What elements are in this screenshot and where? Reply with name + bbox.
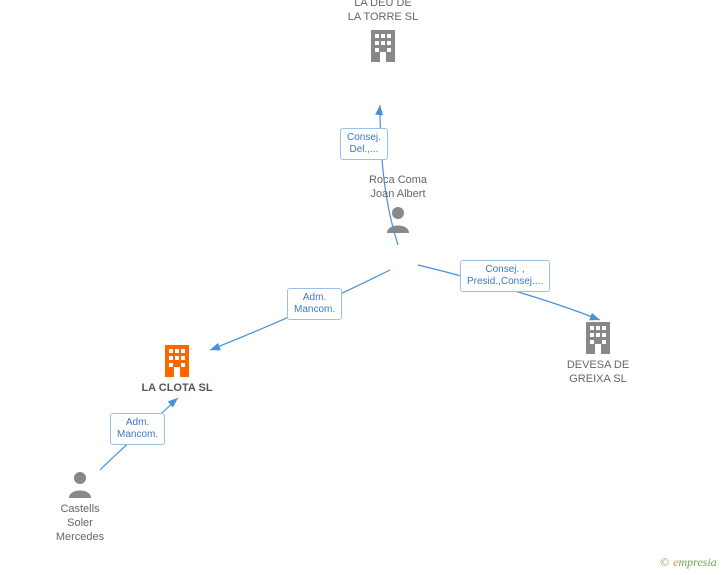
building-icon	[323, 28, 443, 62]
watermark: ©empresia	[660, 555, 717, 570]
node-label: DEVESA DEGREIXA SL	[538, 358, 658, 386]
node-label: CastellsSolerMercedes	[20, 502, 140, 544]
node-castells[interactable]: CastellsSolerMercedes	[20, 470, 140, 544]
node-label: Roca ComaJoan Albert	[338, 173, 458, 201]
building-icon	[538, 320, 658, 354]
edge-label: Consej.Del.,...	[340, 128, 388, 160]
node-label: LA CLOTA SL	[117, 381, 237, 395]
edge-label: Adm.Mancom.	[110, 413, 165, 445]
edge-label: Adm.Mancom.	[287, 288, 342, 320]
edge-label: Consej. ,Presid.,Consej....	[460, 260, 550, 292]
node-label: LA DEU DELA TORRE SL	[323, 0, 443, 24]
node-devesa[interactable]: DEVESA DEGREIXA SL	[538, 320, 658, 386]
edge-arrowhead	[168, 398, 178, 407]
watermark-text-rest: mpresia	[678, 555, 716, 569]
copyright-symbol: ©	[660, 555, 669, 569]
building-icon	[117, 343, 237, 377]
person-icon	[20, 470, 140, 498]
person-icon	[338, 205, 458, 233]
node-roca[interactable]: Roca ComaJoan Albert	[338, 173, 458, 233]
node-la_deu[interactable]: LA DEU DELA TORRE SL	[323, 0, 443, 62]
edge-arrowhead	[375, 105, 383, 115]
node-la_clota[interactable]: LA CLOTA SL	[117, 343, 237, 395]
